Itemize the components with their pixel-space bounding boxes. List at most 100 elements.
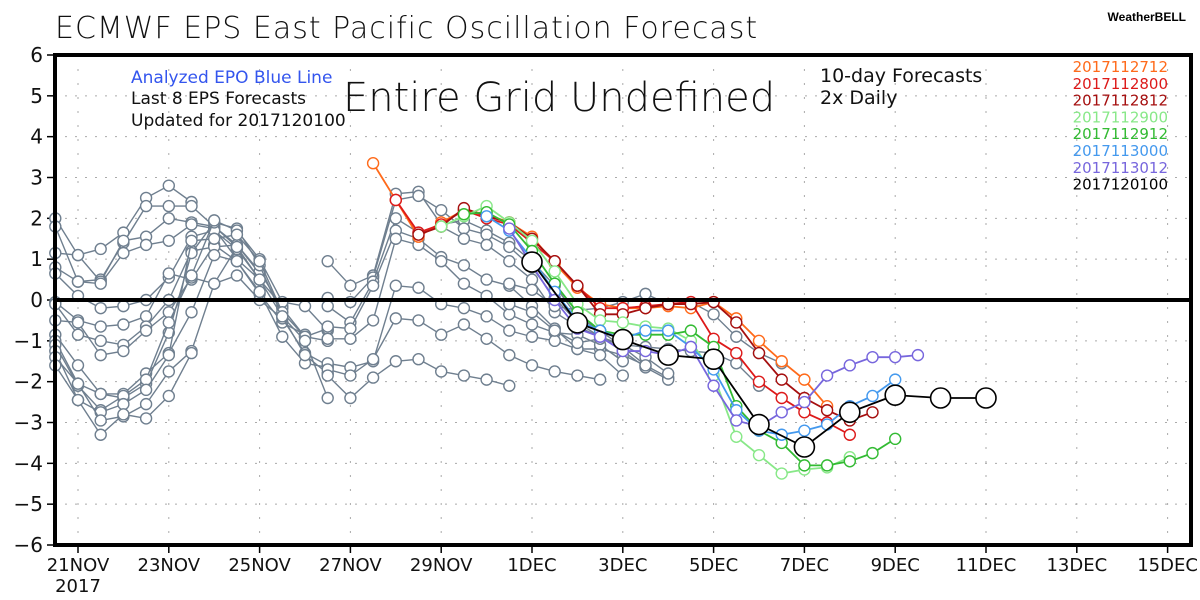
- ensemble-trace-point: [435, 328, 448, 341]
- forecast-2017112900-point: [730, 430, 743, 443]
- ensemble-trace-point: [571, 369, 584, 382]
- ensemble-trace-point: [117, 318, 130, 331]
- ensemble-trace-point: [435, 255, 448, 268]
- ensemble-trace-line: [54, 223, 261, 285]
- last-forecasts-label: Last 8 EPS Forecasts: [131, 89, 306, 109]
- ensemble-trace-point: [162, 316, 176, 329]
- ensemble-trace-point: [503, 324, 516, 337]
- ensemble-trace: [321, 279, 629, 382]
- ensemble-trace-point: [457, 369, 471, 382]
- ensemble-trace-point: [525, 318, 539, 331]
- ensemble-trace-point: [230, 269, 244, 282]
- overlay-undefined-text: Entire Grid Undefined: [343, 75, 775, 121]
- ensemble-trace-point: [207, 277, 221, 290]
- ensemble-trace-point: [525, 359, 539, 372]
- x-tick-label: 9DEC: [871, 555, 920, 576]
- analyzed-point: [748, 413, 770, 436]
- forecast-2017113000-point: [889, 373, 902, 386]
- ensemble-trace-point: [94, 242, 107, 256]
- ensemble-trace-point: [321, 391, 334, 405]
- ensemble-trace-point: [94, 320, 107, 333]
- ensemble-trace-point: [253, 255, 266, 268]
- analyzed-point: [838, 401, 861, 424]
- analyzed-label: Analyzed EPO Blue Line: [131, 68, 332, 88]
- y-tick-label: 3: [30, 166, 43, 190]
- ensemble-trace-point: [162, 199, 176, 213]
- ensemble-trace-point: [117, 344, 130, 358]
- ensemble-trace-point: [276, 330, 289, 343]
- forecast-2017113012-point: [889, 350, 902, 364]
- ensemble-trace-point: [457, 259, 471, 272]
- x-tick-label: 25NOV: [228, 555, 291, 576]
- forecast-2017113012-point: [820, 369, 834, 382]
- y-tick-label: 5: [30, 84, 43, 108]
- forecast-2017113012-point: [503, 222, 516, 235]
- legend-item: 2017112812: [1073, 92, 1168, 110]
- forecast-2017112800-point: [389, 193, 402, 207]
- ensemble-trace-point: [276, 310, 289, 323]
- ensemble-trace-point: [730, 330, 743, 343]
- analyzed-point: [521, 251, 543, 273]
- forecast-2017113012-point: [843, 359, 856, 372]
- ensemble-trace-point: [344, 391, 357, 405]
- forecast-2017113000-point: [798, 424, 811, 437]
- ensemble-trace-point: [412, 281, 425, 294]
- ensemble-trace-point: [117, 397, 130, 411]
- ensemble-trace-point: [503, 308, 516, 321]
- x-tick-label: 29NOV: [410, 555, 473, 576]
- y-tick-label: 1: [30, 247, 43, 271]
- ensemble-trace-point: [389, 355, 402, 368]
- forecast-2017112912-point: [684, 324, 698, 337]
- ensemble-trace-line: [55, 217, 261, 283]
- x-tick-label: 5DEC: [689, 555, 738, 576]
- forecast-2017112900-point: [435, 220, 448, 233]
- forecast-2017113012-point: [775, 406, 788, 419]
- updated-label: Updated for 2017120100: [131, 111, 346, 131]
- forecast-2017113000-point: [662, 324, 675, 337]
- ensemble-trace-point: [525, 306, 539, 319]
- ensemble-trace-point: [503, 277, 516, 290]
- ensemble-trace-point: [480, 373, 493, 386]
- ensemble-trace: [49, 240, 334, 427]
- ensemble-trace-point: [457, 318, 471, 331]
- ensemble-trace-point: [480, 332, 493, 345]
- ensemble-trace-point: [71, 377, 85, 390]
- ensemble-trace-point: [94, 301, 107, 315]
- forecast-2017112900-point: [548, 265, 561, 278]
- ensemble-trace-point: [139, 199, 153, 213]
- ensemble-trace-point: [71, 248, 85, 262]
- ensemble-trace-point: [207, 248, 221, 262]
- ensemble-trace-point: [616, 355, 629, 368]
- legend: 2017112712201711280020171128122017112900…: [1073, 58, 1168, 194]
- ensemble-trace-point: [548, 334, 561, 348]
- ensemble-trace-point: [162, 179, 176, 192]
- ensemble-trace-point: [616, 369, 629, 382]
- ensemble-trace-point: [480, 273, 493, 286]
- y-tick-label: −1: [14, 329, 43, 353]
- y-tick-label: −3: [14, 411, 43, 435]
- forecast-2017112812-point: [866, 406, 879, 419]
- analyzed-point: [975, 387, 997, 409]
- y-tick-label: 6: [30, 43, 43, 67]
- y-tick-label: −6: [14, 533, 43, 557]
- legend-item: 2017112800: [1073, 75, 1168, 93]
- forecast-2017113012-point: [684, 340, 698, 354]
- forecast-2017113012-point: [866, 350, 879, 364]
- x-year-label: 2017: [55, 576, 101, 597]
- forecast-2017112800-point: [798, 406, 811, 419]
- tenday-label: 10-day Forecasts: [820, 65, 982, 87]
- ensemble-trace-point: [593, 373, 607, 386]
- y-tick-label: 2: [30, 206, 43, 230]
- ensemble-trace-point: [71, 393, 85, 407]
- x-tick-label: 13DEC: [1046, 555, 1107, 576]
- ensemble-trace-point: [480, 238, 493, 252]
- ensemble-trace-point: [207, 214, 221, 227]
- ensemble-trace-point: [71, 328, 85, 341]
- forecast-2017112800-point: [775, 391, 788, 405]
- forecast-2017113012-point: [798, 395, 811, 409]
- forecast-2017112812-point: [775, 373, 788, 386]
- plot-frame: [53, 53, 1193, 547]
- forecast-2017113012-point: [730, 414, 743, 427]
- ensemble-trace: [321, 312, 607, 386]
